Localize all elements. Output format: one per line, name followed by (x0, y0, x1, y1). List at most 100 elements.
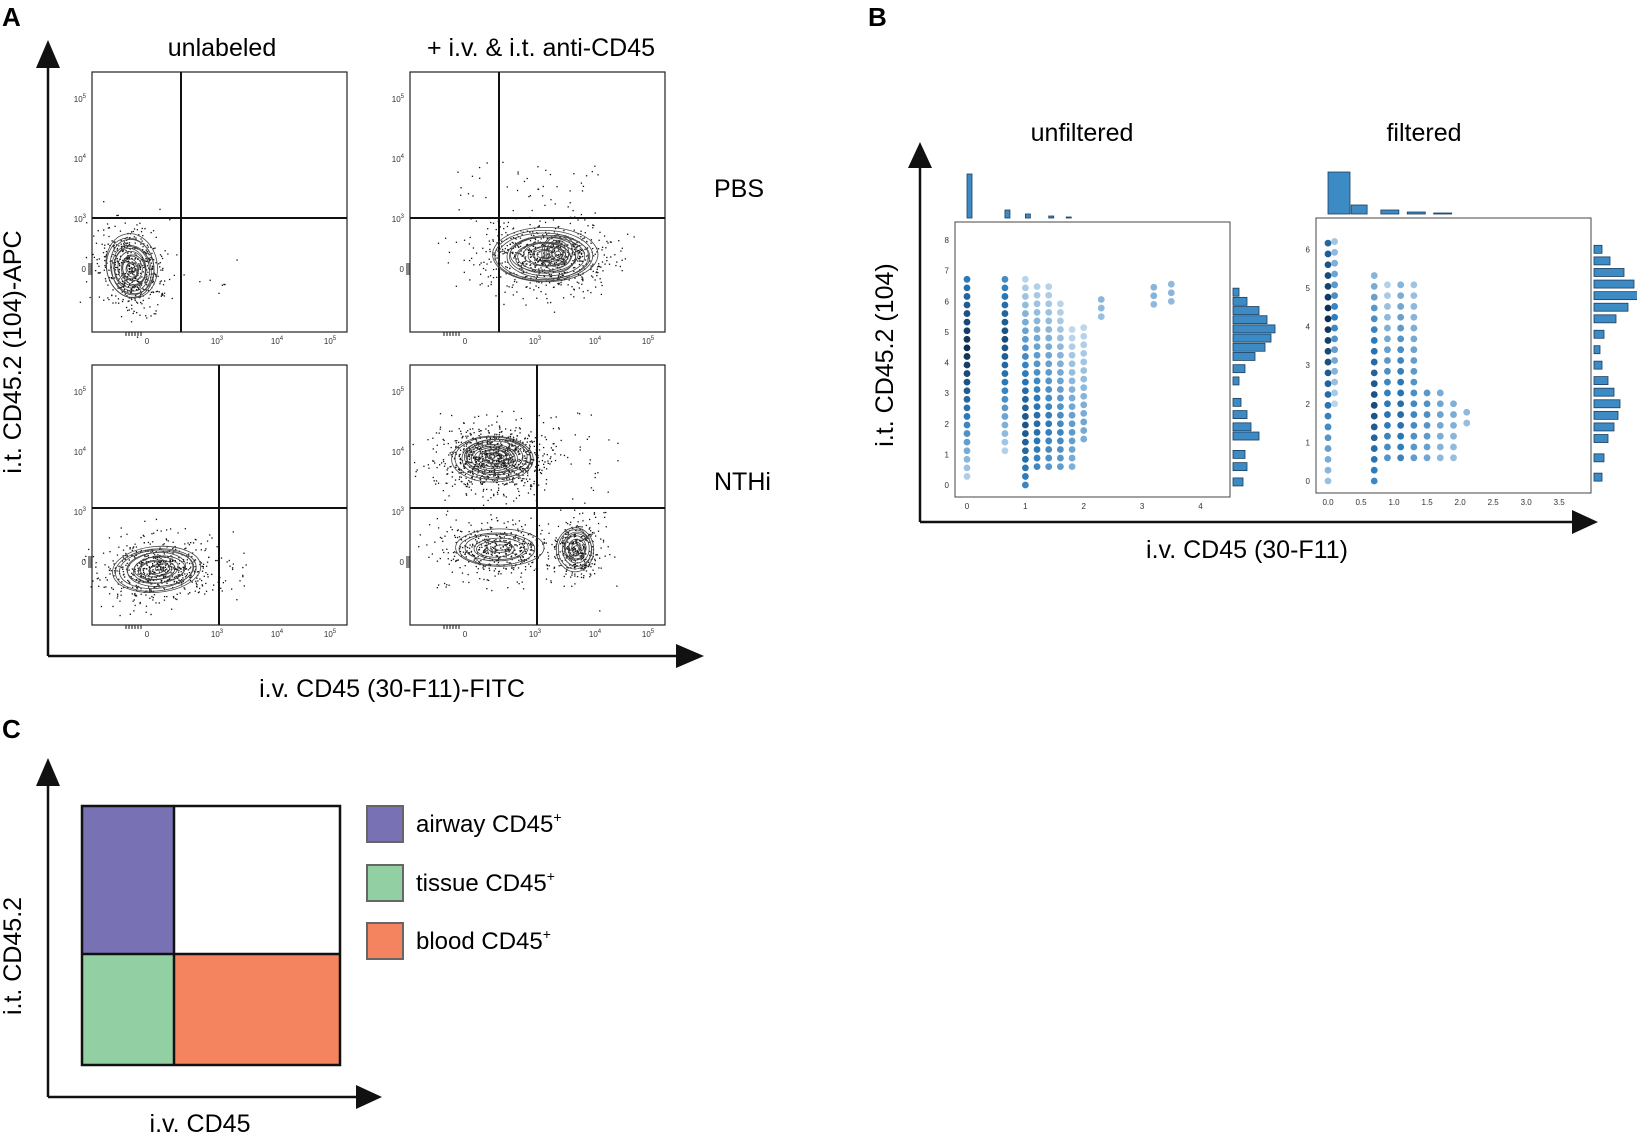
event-dot (540, 472, 543, 475)
event-dot (509, 481, 511, 484)
event-dot (487, 465, 489, 467)
event-dot (539, 259, 542, 261)
event-dot (532, 269, 534, 271)
event-dot (133, 610, 135, 612)
event-dot (482, 504, 485, 506)
event-dot (542, 543, 544, 545)
event-dot (480, 534, 482, 537)
event-dot (484, 538, 486, 540)
event-dot (154, 557, 157, 559)
event-dot (134, 568, 136, 571)
hexbin-cell (1001, 447, 1009, 455)
event-dot (509, 444, 511, 446)
event-dot (140, 243, 142, 245)
event-dot (553, 231, 556, 233)
event-dot (554, 248, 556, 250)
event-dot (502, 462, 504, 464)
event-dot (486, 475, 488, 477)
hexbin-x-tick: 0 (965, 502, 970, 511)
hexbin-cell (1370, 326, 1378, 334)
event-dot (464, 483, 467, 486)
event-dot (487, 285, 490, 287)
event-dot (493, 468, 495, 471)
event-dot (557, 249, 560, 251)
hexbin-cell (1331, 259, 1339, 267)
event-dot (567, 251, 569, 253)
event-dot (488, 477, 490, 479)
event-dot (600, 567, 602, 569)
event-dot (510, 555, 513, 557)
event-dot (159, 208, 161, 211)
event-dot (435, 480, 438, 482)
hexbin-cell (1045, 368, 1053, 376)
contour-ring (466, 444, 518, 474)
event-dot (594, 558, 596, 560)
event-dot (455, 445, 457, 448)
event-dot (456, 439, 458, 442)
event-dot (508, 449, 510, 452)
event-dot (543, 253, 545, 255)
event-dot (560, 454, 562, 456)
event-dot (493, 460, 496, 462)
event-dot (472, 472, 474, 475)
event-dot (578, 287, 581, 289)
event-dot (443, 551, 445, 554)
event-dot (521, 262, 523, 264)
event-dot (509, 271, 511, 274)
event-dot (491, 424, 493, 426)
event-dot (458, 455, 460, 458)
event-dot (541, 269, 543, 271)
event-dot (156, 562, 158, 564)
contour-ring (139, 561, 171, 578)
event-dot (530, 549, 533, 551)
hexbin-cell (1384, 303, 1391, 310)
hexbin-cell (1423, 454, 1431, 462)
event-dot (581, 255, 584, 258)
hexbin-cell (1045, 300, 1053, 308)
event-dot (531, 562, 533, 564)
event-dot (481, 453, 483, 455)
event-dot (459, 550, 462, 553)
event-dot (547, 302, 549, 304)
event-dot (583, 569, 585, 571)
event-dot (466, 550, 468, 552)
event-dot (605, 247, 607, 249)
event-dot (498, 557, 500, 560)
event-dot (452, 551, 455, 554)
event-dot (574, 535, 577, 537)
legend-sup-tissue: + (547, 868, 555, 884)
contour-ring (494, 544, 508, 551)
hexbin-cell (1384, 324, 1391, 332)
hexbin-cell (1068, 463, 1076, 471)
event-dot (460, 538, 462, 540)
event-dot (429, 524, 431, 526)
hexbin-cell (1045, 437, 1053, 445)
event-dot (500, 466, 503, 468)
event-dot (118, 546, 120, 548)
event-dot (110, 260, 113, 262)
event-dot (541, 244, 543, 246)
event-dot (601, 261, 604, 263)
flow-tick-label: 104 (589, 336, 602, 346)
event-dot (501, 443, 503, 446)
event-dot (126, 309, 129, 312)
event-dot (601, 284, 603, 287)
event-dot (483, 568, 485, 570)
panel-b: B unfiltered filtered i.v. CD45 (30-F11)… (868, 2, 1637, 564)
hexbin-y-tick: 7 (945, 267, 950, 276)
event-dot (498, 446, 500, 448)
event-dot (434, 541, 436, 543)
flow-tick-exponent: 3 (401, 507, 405, 513)
event-dot (523, 559, 525, 561)
event-dot (109, 568, 111, 570)
event-dot (571, 555, 573, 557)
flow-tick-label: 103 (392, 214, 405, 224)
event-dot (92, 253, 94, 256)
event-dot (581, 260, 583, 263)
event-dot (468, 259, 471, 262)
hexbin-cell (1324, 337, 1332, 344)
event-dot (539, 258, 542, 260)
event-dot (578, 282, 580, 284)
hexbin-cell (1045, 283, 1053, 291)
event-dot (537, 261, 539, 263)
